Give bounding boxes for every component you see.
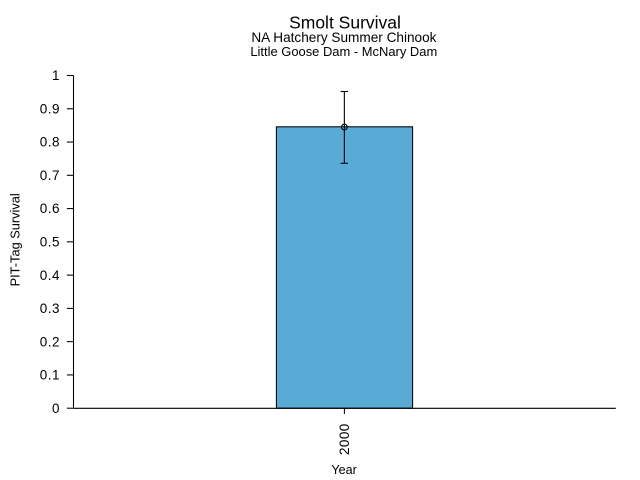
svg-text:1: 1 (52, 68, 60, 83)
svg-text:0.5: 0.5 (40, 234, 60, 249)
svg-text:0.1: 0.1 (40, 368, 60, 383)
svg-text:Year: Year (331, 463, 356, 477)
svg-text:0.8: 0.8 (40, 135, 60, 150)
svg-text:0.9: 0.9 (40, 101, 60, 116)
svg-text:PIT-Tag Survival: PIT-Tag Survival (8, 193, 23, 286)
svg-text:NA Hatchery Summer Chinook: NA Hatchery Summer Chinook (251, 30, 436, 45)
svg-text:0: 0 (52, 401, 60, 416)
svg-text:0.2: 0.2 (40, 334, 60, 349)
svg-text:2000: 2000 (337, 423, 352, 455)
svg-text:Little Goose Dam - McNary Dam: Little Goose Dam - McNary Dam (250, 44, 437, 59)
svg-text:Smolt Survival: Smolt Survival (289, 13, 401, 33)
svg-text:0.7: 0.7 (40, 168, 60, 183)
svg-text:0.3: 0.3 (40, 301, 60, 316)
svg-text:0.6: 0.6 (40, 201, 60, 216)
svg-text:0.4: 0.4 (40, 268, 60, 283)
